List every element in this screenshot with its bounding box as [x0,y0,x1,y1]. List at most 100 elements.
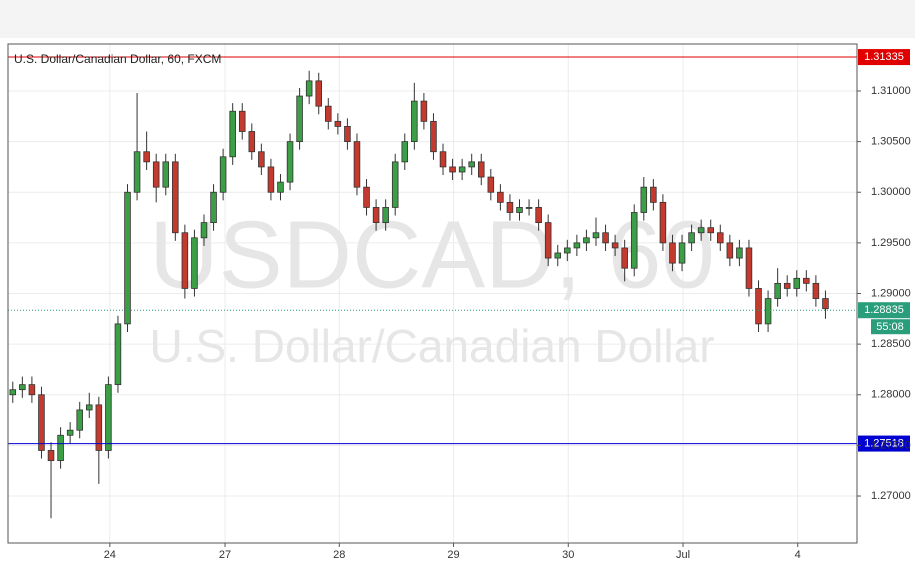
price-level-badge [858,435,910,452]
candle-body [535,207,542,224]
candle-body [793,277,801,289]
candle-body [697,227,705,234]
candle-body [344,126,351,143]
price-level-badge [858,49,910,66]
candle-body [391,161,399,208]
candle-body [181,232,189,289]
price-level-label: 1.27518 [864,437,904,449]
candle-body [19,384,26,391]
candle-body [650,186,657,203]
x-tick-label: 24 [104,549,116,561]
candle-body [363,186,370,208]
watermark: USDCAD, 60 U.S. Dollar/Canadian Dollar [149,201,715,372]
x-tick-label: 4 [795,549,801,561]
candle-body [85,404,93,411]
candle-body [592,232,600,239]
candle-body [76,409,83,431]
y-tick-label: 1.28000 [871,389,911,401]
candle-body [525,207,533,209]
x-tick-label: 30 [562,549,574,561]
candle-body [621,247,628,269]
x-tick-label: 27 [219,549,231,561]
candle-body [47,450,55,461]
candle-body [172,161,179,234]
candle-body [267,166,275,193]
candle-body [783,282,791,289]
candle-body [774,282,781,299]
candle-body [305,80,313,97]
candle-body [401,141,409,163]
candle-body [248,131,256,153]
candle-body [812,282,820,299]
candle-body [764,298,772,325]
candle-body [133,151,141,193]
candle-body [277,181,284,193]
candle-body [200,222,208,239]
y-tick-label: 1.27000 [871,490,911,502]
x-tick-label: 29 [447,549,459,561]
candle-body [564,247,571,254]
candle-body [583,237,590,244]
candle-body [458,166,466,173]
candle-body [745,247,753,289]
price-level-label: 1.31335 [864,51,904,63]
candle-body [372,207,380,224]
candle-body [334,120,342,127]
candle-body [726,242,734,259]
candle-body [66,429,74,436]
candle-body [382,207,389,224]
candle-body [57,434,64,461]
watermark-description: U.S. Dollar/Canadian Dollar [149,320,714,372]
countdown-label: 55:08 [876,321,904,333]
countdown-badge [871,319,910,335]
candle-body [554,252,562,259]
y-tick-label: 1.30500 [871,136,911,148]
price-level-badge [858,302,910,319]
y-tick-label: 1.31000 [871,85,911,97]
candle-body [477,161,485,178]
candle-body [38,394,45,451]
candle-body [736,247,743,259]
candle-body [449,166,456,173]
y-tick-label: 1.27500 [871,439,911,451]
levels: 1.31335 1.27518 1.28835 55:08 [8,49,910,452]
candle-body [238,110,246,132]
y-tick-label: 1.29500 [871,237,911,249]
y-tick-label: 1.28500 [871,338,911,350]
candle-body [611,242,619,249]
candle-body [28,384,36,396]
candle-body [707,227,714,234]
x-tick-label: Jul [676,549,690,561]
candle-body [497,191,504,203]
axes: 1.27000 1.27500 1.28000 1.28500 1.29000 1.295… [104,85,911,561]
candle-body [544,222,552,259]
candle-body [9,389,17,396]
candle-body [487,176,495,193]
candle-body [688,232,695,244]
candle-body [430,120,437,153]
candle-body [296,95,303,143]
candle-body [669,242,676,264]
candle-body [258,151,265,168]
candle-body [506,201,514,213]
candle-body [124,191,131,325]
candle-body [602,232,609,244]
y-tick-label: 1.29000 [871,287,911,299]
candle-body [105,384,112,451]
candle-body [162,161,170,188]
chart-title: U.S. Dollar/Canadian Dollar, 60, FXCM [14,52,221,66]
candle-body [630,212,638,269]
candle-body [143,151,150,163]
candle-body [640,186,648,213]
candle-body [411,100,418,143]
price-level-label: 1.28835 [864,304,904,316]
candle-body [95,404,103,451]
candle-body [659,201,667,244]
candle-body [717,232,724,244]
candle-body [152,161,160,188]
candles [9,70,829,519]
candle-body [219,156,227,193]
y-tick-label: 1.30000 [871,186,911,198]
